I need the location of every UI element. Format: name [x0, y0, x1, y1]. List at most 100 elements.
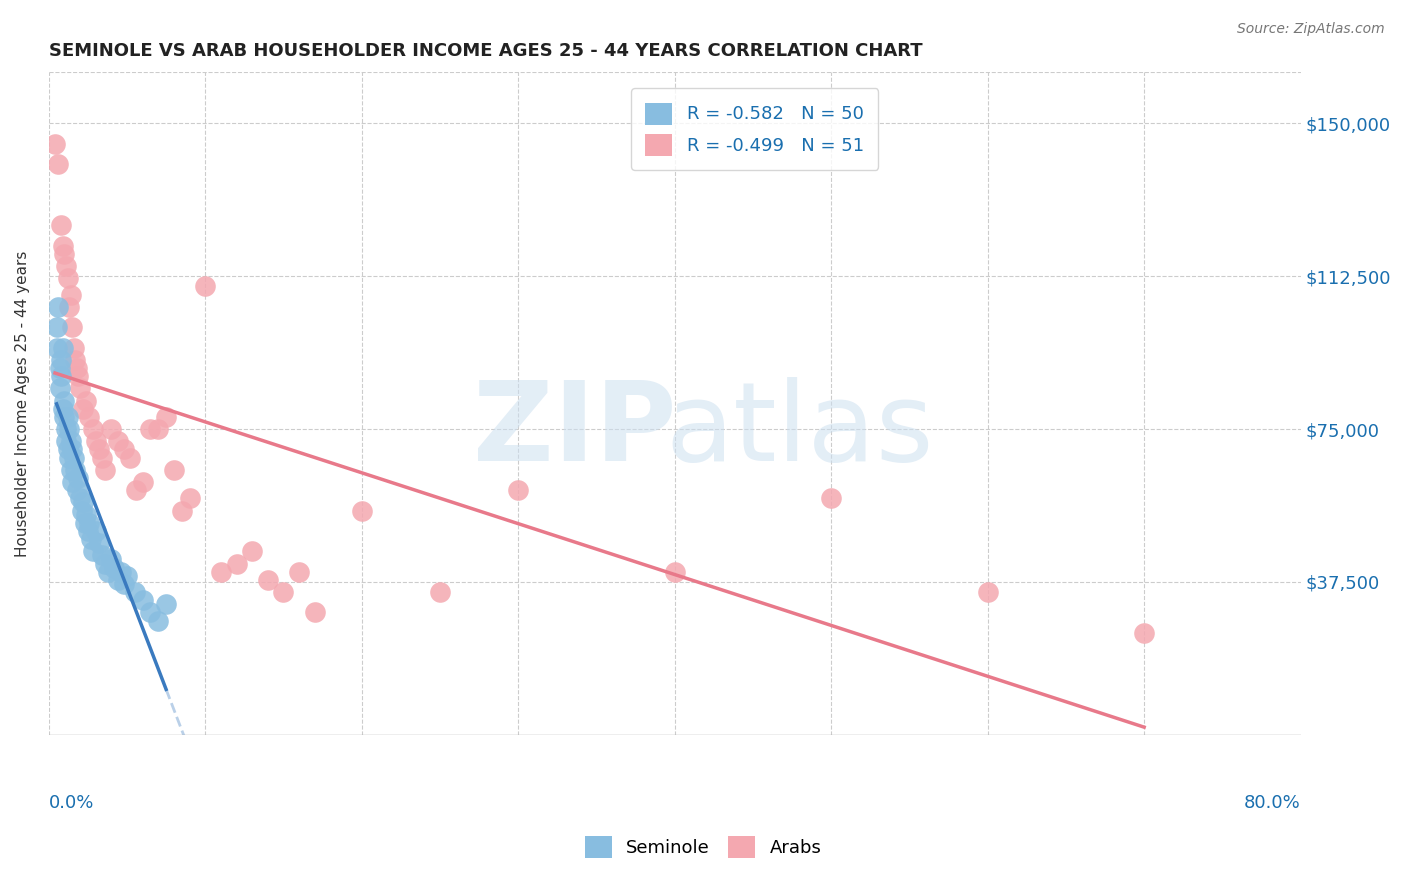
Point: [107, 434, 129, 449]
Point: [94, 463, 117, 477]
Point: [58, 450, 80, 465]
Point: [52, 401, 75, 416]
Point: [82, 422, 104, 436]
Point: [131, 593, 153, 607]
Point: [69, 381, 91, 395]
Point: [194, 279, 217, 293]
Point: [60, 442, 83, 457]
Point: [73, 516, 96, 530]
Point: [53, 393, 76, 408]
Point: [55, 422, 77, 436]
Point: [46, 300, 69, 314]
Point: [82, 544, 104, 558]
Point: [72, 401, 94, 416]
Text: 0.0%: 0.0%: [49, 795, 94, 813]
Legend: R = -0.582   N = 50, R = -0.499   N = 51: R = -0.582 N = 50, R = -0.499 N = 51: [631, 88, 879, 170]
Point: [76, 524, 98, 538]
Point: [72, 495, 94, 509]
Point: [52, 238, 75, 252]
Point: [48, 35, 70, 49]
Point: [429, 585, 451, 599]
Point: [69, 491, 91, 506]
Point: [240, 544, 263, 558]
Point: [75, 393, 97, 408]
Point: [67, 471, 90, 485]
Point: [46, 157, 69, 171]
Text: Source: ZipAtlas.com: Source: ZipAtlas.com: [1237, 22, 1385, 37]
Text: ZIP: ZIP: [472, 376, 676, 483]
Point: [288, 565, 311, 579]
Point: [58, 300, 80, 314]
Point: [120, 450, 142, 465]
Point: [256, 573, 278, 587]
Point: [148, 422, 170, 436]
Point: [59, 463, 82, 477]
Text: SEMINOLE VS ARAB HOUSEHOLDER INCOME AGES 25 - 44 YEARS CORRELATION CHART: SEMINOLE VS ARAB HOUSEHOLDER INCOME AGES…: [49, 42, 922, 60]
Point: [124, 585, 146, 599]
Point: [56, 409, 79, 424]
Point: [91, 450, 114, 465]
Point: [58, 422, 80, 436]
Point: [65, 463, 87, 477]
Point: [51, 352, 73, 367]
Point: [60, 475, 83, 489]
Point: [52, 341, 75, 355]
Point: [87, 442, 110, 457]
Point: [53, 409, 76, 424]
Point: [170, 503, 193, 517]
Point: [59, 287, 82, 301]
Point: [1133, 625, 1156, 640]
Point: [155, 597, 177, 611]
Point: [110, 565, 132, 579]
Y-axis label: Householder Income Ages 25 - 44 years: Householder Income Ages 25 - 44 years: [15, 251, 30, 557]
Point: [80, 532, 103, 546]
Point: [112, 442, 135, 457]
Point: [820, 491, 842, 506]
Point: [350, 503, 373, 517]
Point: [508, 483, 530, 498]
Point: [103, 560, 125, 574]
Point: [139, 606, 162, 620]
Point: [66, 360, 89, 375]
Point: [209, 565, 232, 579]
Point: [55, 434, 77, 449]
Point: [131, 475, 153, 489]
Point: [51, 369, 73, 384]
Point: [59, 434, 82, 449]
Point: [62, 450, 84, 465]
Point: [56, 271, 79, 285]
Point: [79, 409, 101, 424]
Point: [91, 549, 114, 563]
Point: [75, 508, 97, 522]
Point: [45, 320, 67, 334]
Point: [70, 503, 93, 517]
Point: [55, 259, 77, 273]
Point: [304, 606, 326, 620]
Point: [66, 483, 89, 498]
Point: [84, 524, 107, 538]
Point: [179, 491, 201, 506]
Point: [163, 463, 186, 477]
Text: atlas: atlas: [665, 376, 934, 483]
Point: [155, 409, 177, 424]
Point: [79, 516, 101, 530]
Point: [48, 360, 70, 375]
Point: [44, 136, 66, 151]
Point: [84, 434, 107, 449]
Point: [87, 536, 110, 550]
Point: [60, 320, 83, 334]
Point: [53, 247, 76, 261]
Point: [112, 577, 135, 591]
Point: [67, 369, 90, 384]
Point: [97, 565, 120, 579]
Text: 80.0%: 80.0%: [1244, 795, 1301, 813]
Point: [273, 585, 295, 599]
Point: [100, 422, 122, 436]
Point: [139, 422, 162, 436]
Point: [100, 552, 122, 566]
Point: [45, 341, 67, 355]
Point: [56, 442, 79, 457]
Point: [225, 557, 247, 571]
Point: [94, 557, 117, 571]
Legend: Seminole, Arabs: Seminole, Arabs: [578, 829, 828, 865]
